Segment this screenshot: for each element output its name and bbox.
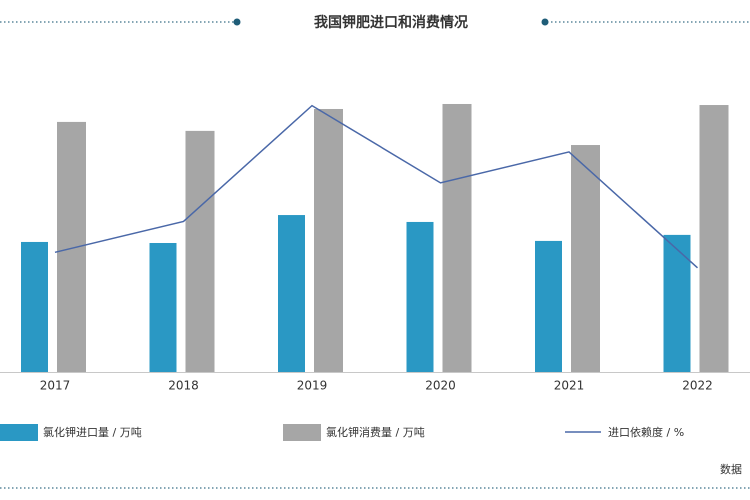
decoration xyxy=(233,18,241,26)
source: 数据 xyxy=(720,462,742,476)
bar xyxy=(314,108,343,373)
bar xyxy=(149,242,177,372)
legend-swatch xyxy=(0,424,38,441)
x-tick-label: 2022 xyxy=(682,379,713,393)
chart-title: 我国钾肥进口和消费情况 xyxy=(314,14,468,31)
bar xyxy=(571,145,600,372)
legend-label: 氯化钾消费量 / 万吨 xyxy=(326,425,425,439)
bar xyxy=(278,215,305,372)
x-tick-label: 2019 xyxy=(297,379,328,393)
line xyxy=(54,104,699,269)
legend-label: 进口依赖度 / % xyxy=(608,425,684,439)
bar xyxy=(21,241,48,372)
bar xyxy=(185,130,215,372)
bar xyxy=(406,221,434,372)
x-tick-label: 2017 xyxy=(40,379,71,393)
bar xyxy=(57,121,86,372)
legend-label: 氯化钾进口量 / 万吨 xyxy=(43,425,142,439)
legend-swatch xyxy=(283,424,321,441)
x-tick-label: 2018 xyxy=(168,379,199,393)
bar xyxy=(442,103,472,373)
x-tick-label: 2020 xyxy=(425,379,456,393)
decoration xyxy=(541,18,549,26)
bar xyxy=(663,234,691,372)
bar xyxy=(699,105,729,372)
x-tick-label: 2021 xyxy=(554,379,585,393)
bar xyxy=(535,240,562,372)
